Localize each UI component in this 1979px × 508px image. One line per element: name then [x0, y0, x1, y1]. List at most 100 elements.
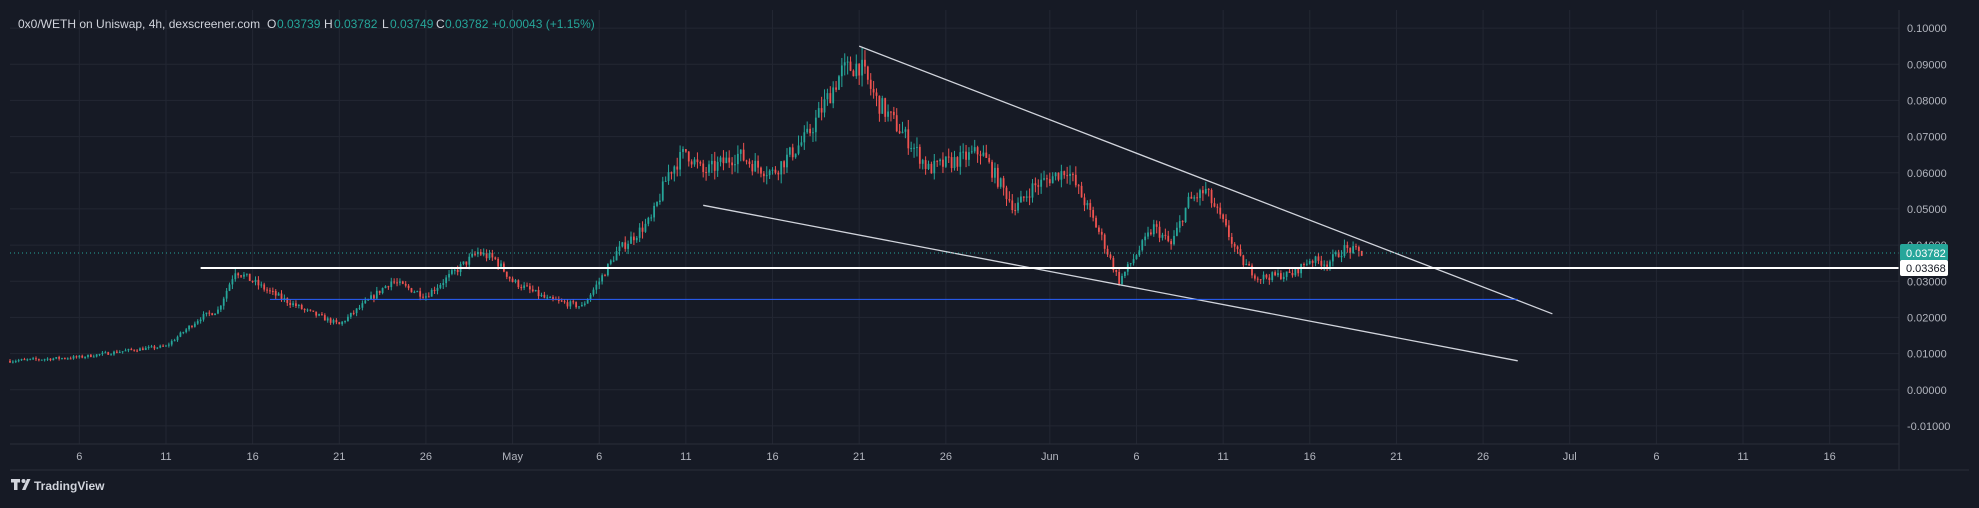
time-tick-label: 11	[1737, 451, 1748, 463]
price-tick-label: 0.06000	[1907, 168, 1947, 180]
candle-body	[188, 325, 190, 330]
candle-body	[546, 297, 549, 299]
candle-body	[976, 147, 979, 155]
candle-body	[1028, 196, 1031, 198]
candle-body	[1277, 273, 1279, 276]
candle-body	[800, 142, 803, 146]
candle-body	[115, 351, 118, 353]
candle-body	[289, 302, 292, 306]
candle-body	[1285, 271, 1288, 277]
candle-body	[312, 310, 315, 312]
candle-body	[165, 345, 167, 347]
candle-body	[500, 263, 502, 267]
candle-body	[387, 286, 390, 288]
candle-body	[1207, 188, 1210, 190]
candle-body	[1256, 278, 1259, 280]
candle-body	[895, 115, 898, 132]
candle-body	[1103, 234, 1106, 249]
time-tick-label: 11	[680, 451, 691, 463]
candle-body	[26, 359, 29, 361]
candle-body	[332, 320, 335, 323]
tradingview-logo-icon	[11, 479, 31, 490]
candle-body	[355, 308, 358, 314]
lower-trendline[interactable]	[703, 204, 1518, 362]
candle-body	[113, 351, 115, 355]
candle-body	[921, 160, 924, 164]
candle-body	[315, 311, 318, 316]
candle-body	[910, 148, 913, 150]
candle-body	[228, 284, 231, 291]
candle-body	[1291, 272, 1294, 276]
candle-body	[1089, 203, 1092, 211]
candle-body	[817, 108, 820, 118]
candle-body	[647, 217, 650, 224]
drawings[interactable]	[10, 45, 1899, 362]
time-axis[interactable]: 6 11 16 21 26 May 6 11 16 21 26 Jun 6 11 16 21 26 Jul 6 11 1…	[76, 451, 1836, 463]
candle-body	[335, 320, 338, 323]
candle-body	[580, 304, 583, 307]
candle-body	[970, 151, 973, 153]
candle-body	[488, 253, 491, 259]
candle-body	[14, 361, 17, 363]
candle-body	[1202, 190, 1204, 194]
candle-body	[892, 111, 895, 116]
candle-body	[1288, 271, 1291, 273]
candle-body	[991, 161, 993, 178]
candle-body	[549, 297, 552, 299]
upper-trendline[interactable]	[858, 45, 1553, 315]
candle-body	[1204, 188, 1207, 194]
candle-body	[887, 111, 889, 117]
candle-body	[858, 63, 861, 76]
candle-body	[760, 167, 762, 174]
candle-body	[448, 273, 450, 278]
candle-body	[1048, 179, 1051, 184]
candle-body	[982, 152, 985, 156]
candle-body	[401, 281, 404, 284]
candle-body	[907, 129, 910, 149]
candle-body	[162, 345, 164, 347]
candle-body	[338, 322, 341, 325]
candle-body	[615, 251, 618, 261]
candle-body	[684, 149, 687, 152]
candle-body	[705, 172, 707, 174]
candle-body	[364, 300, 367, 304]
candle-body	[1138, 250, 1141, 256]
candle-body	[843, 62, 846, 66]
candle-body	[404, 283, 407, 286]
candle-body	[543, 294, 546, 298]
candle-body	[43, 359, 46, 361]
candle-body	[757, 160, 759, 168]
candle-body	[98, 354, 101, 356]
candle-body	[1173, 235, 1175, 245]
candle-body	[739, 149, 742, 154]
candle-body	[722, 157, 725, 164]
candle-body	[635, 237, 638, 241]
candle-body	[606, 263, 609, 276]
candle-body	[9, 360, 11, 363]
candle-body	[1072, 173, 1074, 175]
candle-body	[791, 147, 794, 158]
time-tick-label: 21	[853, 451, 865, 463]
candle-body	[1066, 175, 1069, 177]
candle-body	[1008, 199, 1011, 201]
candle-body	[416, 291, 419, 293]
candle-body	[696, 159, 699, 163]
candle-body	[1323, 264, 1326, 266]
candle-body	[872, 88, 875, 93]
price-axis[interactable]: 0.10000 0.09000 0.08000 0.07000 0.06000 0.050…	[1900, 23, 1950, 433]
candle-body	[1054, 172, 1057, 177]
candle-body	[560, 300, 563, 302]
candle-body	[1331, 254, 1334, 262]
tradingview-branding[interactable]: TradingView	[11, 479, 105, 493]
candle-body	[1170, 241, 1173, 245]
candle-body	[742, 149, 745, 161]
candle-body	[465, 261, 468, 265]
candle-body	[66, 358, 69, 360]
candle-body	[517, 280, 520, 288]
candle-body	[1210, 189, 1213, 204]
candle-body	[257, 279, 260, 286]
candle-body	[121, 351, 124, 353]
